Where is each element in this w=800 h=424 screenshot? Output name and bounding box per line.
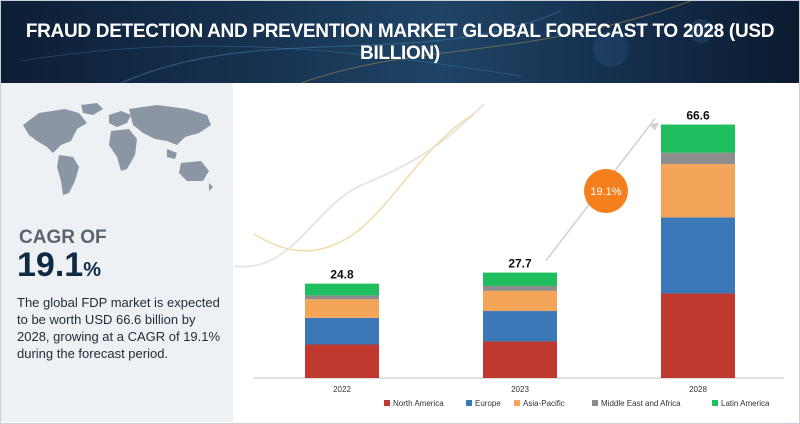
legend-swatch <box>384 400 390 406</box>
bar-segment <box>661 124 735 153</box>
legend-label: Middle East and Africa <box>601 399 681 408</box>
summary-panel: CAGR OF 19.1% The global FDP market is e… <box>1 83 233 422</box>
cagr-value: 19.1% <box>17 246 101 285</box>
bar-segment <box>305 299 379 318</box>
decorative-swoosh-gray <box>234 103 485 268</box>
cagr-unit: % <box>83 259 101 281</box>
growth-arrow-head <box>649 122 659 131</box>
bar-segment <box>483 311 557 342</box>
x-tick-label: 2022 <box>333 385 351 394</box>
banner-light-streaks <box>20 1 713 83</box>
legend-swatch <box>592 400 598 406</box>
cagr-bubble-label: 19.1% <box>590 186 621 198</box>
data-label-total: 66.6 <box>686 109 710 123</box>
legend-label: Asia-Pacific <box>523 399 565 408</box>
bar-segment <box>305 344 379 378</box>
cagr-bubble <box>584 169 628 213</box>
bar-segment <box>305 317 379 345</box>
bar-segment <box>661 152 735 165</box>
legend-swatch <box>712 400 718 406</box>
data-label-total: 27.7 <box>508 257 532 271</box>
bar-segment <box>483 272 557 286</box>
world-map-icon <box>23 103 213 195</box>
cagr-label: CAGR OF <box>19 227 107 248</box>
chart-canvas: 2022 24.8 2023 27.7 2028 66.6 19.1% North Ameri… <box>234 103 784 408</box>
decorative-swoosh-gold <box>253 113 475 252</box>
data-label-total: 24.8 <box>330 268 354 282</box>
legend-label: North America <box>393 399 444 408</box>
bar-segment <box>483 290 557 312</box>
legend-label: Latin America <box>721 399 770 408</box>
x-tick-label: 2023 <box>511 385 529 394</box>
market-description: The global FDP market is expected to be … <box>17 295 221 361</box>
legend-swatch <box>514 400 520 406</box>
bar-segment <box>305 283 379 296</box>
bar-segment <box>661 164 735 218</box>
stacked-bar-chart: 2022 24.8 2023 27.7 2028 66.6 19.1% North Ameri… <box>234 84 798 422</box>
bar-segment <box>483 285 557 291</box>
legend-swatch <box>466 400 472 406</box>
x-tick-label: 2028 <box>689 385 707 394</box>
cagr-number: 19.1 <box>17 246 84 284</box>
bar-segment <box>661 293 735 378</box>
legend-label: Europe <box>475 399 501 408</box>
title-banner: FRAUD DETECTION AND PREVENTION MARKET GL… <box>1 1 799 83</box>
chart-title: FRAUD DETECTION AND PREVENTION MARKET GL… <box>25 21 775 64</box>
bar-segment <box>305 295 379 300</box>
bar-segment <box>483 341 557 378</box>
bar-segment <box>661 217 735 294</box>
